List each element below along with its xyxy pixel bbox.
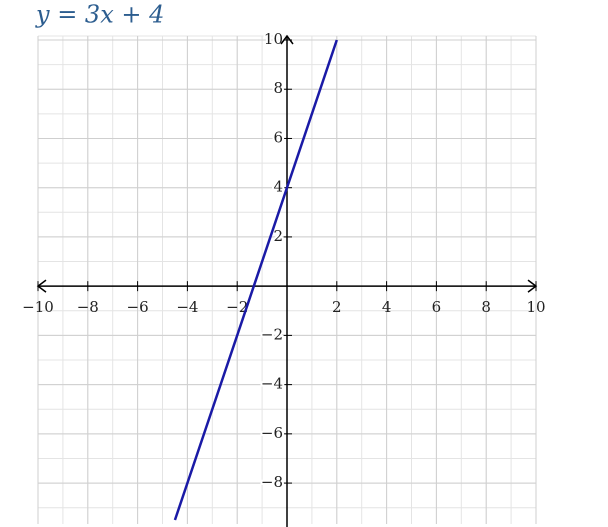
x-tick-label: 10 (526, 298, 545, 316)
x-tick-label: 2 (332, 298, 342, 316)
y-tick-label: 6 (273, 128, 283, 146)
y-tick-label: 2 (273, 227, 283, 245)
chart-title: y = 3x + 4 (35, 1, 164, 29)
x-tick-label: −6 (127, 298, 149, 316)
y-tick-label: −6 (261, 424, 283, 442)
y-tick-label: −8 (261, 473, 283, 491)
x-tick-label: 4 (382, 298, 392, 316)
x-tick-label: −10 (22, 298, 54, 316)
y-tick-label: 4 (273, 178, 283, 196)
axis-arrow (36, 279, 47, 293)
x-tick-label: −4 (176, 298, 198, 316)
axis-arrow (527, 279, 538, 293)
x-tick-label: −2 (226, 298, 248, 316)
y-tick-label: 10 (264, 30, 283, 48)
line (173, 39, 338, 521)
x-tick-label: 8 (481, 298, 491, 316)
x-tick-label: −8 (77, 298, 99, 316)
y-tick-label: −2 (261, 325, 283, 343)
axis-arrow (280, 34, 294, 45)
y-tick-label: −4 (261, 375, 283, 393)
y-tick-label: 8 (273, 79, 283, 97)
x-tick-label: 6 (432, 298, 442, 316)
